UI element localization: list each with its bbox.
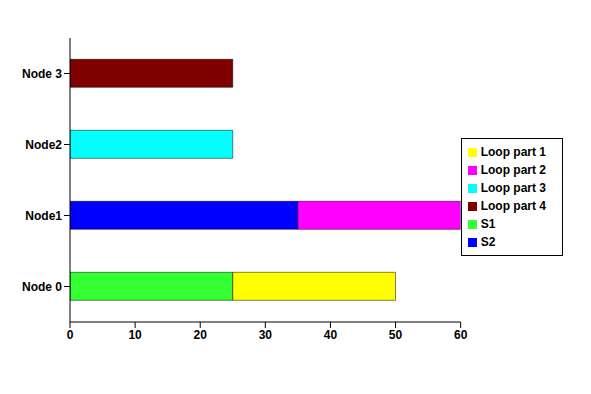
svg-text:60: 60: [454, 328, 468, 342]
svg-text:Node2: Node2: [25, 138, 62, 152]
svg-text:Node1: Node1: [25, 209, 62, 223]
svg-text:30: 30: [259, 328, 273, 342]
svg-text:0: 0: [67, 328, 74, 342]
html-text:S1: S1: [480, 217, 496, 231]
svg-text:Node 0: Node 0: [22, 280, 62, 294]
svg-text:Node 3: Node 3: [22, 67, 62, 81]
svg-text:40: 40: [324, 328, 338, 342]
html-text:Loop part 4: Loop part 4: [480, 199, 546, 213]
html-text:Loop part 2: Loop part 2: [480, 163, 546, 177]
svg-text:50: 50: [389, 328, 403, 342]
svg-text:20: 20: [194, 328, 208, 342]
html-text:Loop part 1: Loop part 1: [480, 145, 546, 159]
html-text:S2: S2: [480, 235, 496, 249]
svg-text:10: 10: [128, 328, 142, 342]
html-text:Loop part 3: Loop part 3: [480, 181, 546, 195]
